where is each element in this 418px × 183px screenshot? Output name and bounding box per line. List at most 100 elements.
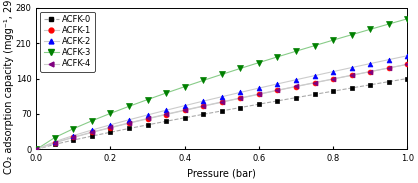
ACFK-1 xyxy=(108,127,113,129)
ACFK-1 xyxy=(145,118,150,120)
ACFK-3 xyxy=(182,86,187,88)
ACFK-2 xyxy=(182,104,187,107)
ACFK-4 xyxy=(405,63,410,66)
ACFK-3 xyxy=(145,98,150,101)
ACFK-2 xyxy=(275,83,280,85)
ACFK-0 xyxy=(368,84,373,86)
ACFK-2 xyxy=(34,148,39,150)
Line: ACFK-2: ACFK-2 xyxy=(34,53,410,152)
ACFK-2 xyxy=(238,91,243,94)
ACFK-0 xyxy=(386,81,391,83)
ACFK-2 xyxy=(312,74,317,77)
ACFK-2 xyxy=(71,135,76,137)
ACFK-0 xyxy=(89,135,94,137)
Line: ACFK-4: ACFK-4 xyxy=(34,62,410,152)
ACFK-4 xyxy=(89,131,94,133)
ACFK-3 xyxy=(331,39,336,41)
ACFK-3 xyxy=(349,34,354,36)
ACFK-0 xyxy=(312,93,317,96)
ACFK-3 xyxy=(405,18,410,20)
ACFK-0 xyxy=(219,110,224,112)
ACFK-3 xyxy=(163,92,168,94)
ACFK-1 xyxy=(127,122,132,124)
ACFK-2 xyxy=(368,63,373,65)
ACFK-0 xyxy=(293,97,298,99)
ACFK-2 xyxy=(386,59,391,61)
ACFK-2 xyxy=(163,109,168,111)
ACFK-1 xyxy=(71,136,76,139)
ACFK-4 xyxy=(331,78,336,80)
ACFK-4 xyxy=(256,93,261,95)
ACFK-3 xyxy=(201,79,206,82)
ACFK-1 xyxy=(256,93,261,95)
ACFK-2 xyxy=(331,70,336,73)
ACFK-4 xyxy=(386,67,391,69)
ACFK-3 xyxy=(108,112,113,115)
ACFK-4 xyxy=(368,70,373,73)
Line: ACFK-0: ACFK-0 xyxy=(34,76,410,152)
ACFK-2 xyxy=(256,87,261,89)
ACFK-3 xyxy=(256,61,261,64)
ACFK-4 xyxy=(34,148,39,150)
ACFK-0 xyxy=(52,143,57,145)
ACFK-4 xyxy=(108,126,113,128)
ACFK-1 xyxy=(368,71,373,73)
ACFK-2 xyxy=(145,114,150,116)
ACFK-3 xyxy=(127,105,132,107)
ACFK-4 xyxy=(219,101,224,103)
ACFK-2 xyxy=(52,141,57,143)
ACFK-4 xyxy=(349,74,354,76)
ACFK-1 xyxy=(89,131,94,134)
ACFK-4 xyxy=(127,122,132,124)
ACFK-3 xyxy=(238,67,243,70)
ACFK-0 xyxy=(349,87,354,89)
ACFK-0 xyxy=(182,117,187,119)
ACFK-1 xyxy=(182,109,187,111)
ACFK-0 xyxy=(145,124,150,126)
ACFK-2 xyxy=(405,55,410,57)
ACFK-0 xyxy=(71,139,76,141)
ACFK-4 xyxy=(275,89,280,91)
ACFK-4 xyxy=(163,113,168,115)
ACFK-3 xyxy=(312,44,317,47)
ACFK-3 xyxy=(219,73,224,76)
ACFK-0 xyxy=(275,100,280,102)
ACFK-2 xyxy=(293,79,298,81)
ACFK-3 xyxy=(71,128,76,130)
ACFK-2 xyxy=(127,119,132,121)
ACFK-1 xyxy=(405,63,410,66)
ACFK-1 xyxy=(238,97,243,99)
ACFK-2 xyxy=(219,96,224,98)
ACFK-1 xyxy=(293,85,298,88)
ACFK-2 xyxy=(201,100,206,102)
ACFK-1 xyxy=(331,78,336,80)
ACFK-0 xyxy=(331,90,336,92)
ACFK-1 xyxy=(386,67,391,69)
Legend: ACFK-0, ACFK-1, ACFK-2, ACFK-3, ACFK-4: ACFK-0, ACFK-1, ACFK-2, ACFK-3, ACFK-4 xyxy=(41,12,95,72)
ACFK-1 xyxy=(52,142,57,144)
ACFK-4 xyxy=(201,105,206,107)
X-axis label: Pressure (bar): Pressure (bar) xyxy=(187,169,256,179)
ACFK-2 xyxy=(108,124,113,126)
ACFK-1 xyxy=(34,148,39,150)
ACFK-0 xyxy=(405,77,410,80)
ACFK-0 xyxy=(34,148,39,150)
ACFK-1 xyxy=(349,74,354,76)
ACFK-3 xyxy=(34,148,39,150)
ACFK-1 xyxy=(312,82,317,84)
ACFK-0 xyxy=(256,103,261,105)
ACFK-4 xyxy=(293,85,298,87)
ACFK-3 xyxy=(293,50,298,52)
ACFK-3 xyxy=(52,137,57,139)
Line: ACFK-3: ACFK-3 xyxy=(33,16,410,153)
ACFK-0 xyxy=(127,127,132,130)
ACFK-2 xyxy=(349,66,354,69)
ACFK-0 xyxy=(108,131,113,133)
ACFK-1 xyxy=(201,105,206,107)
Y-axis label: CO₂ adsorption capacity (mgg⁻¹, 298K): CO₂ adsorption capacity (mgg⁻¹, 298K) xyxy=(4,0,14,174)
ACFK-1 xyxy=(275,89,280,92)
ACFK-4 xyxy=(145,117,150,119)
ACFK-1 xyxy=(163,113,168,116)
ACFK-3 xyxy=(275,56,280,58)
Line: ACFK-1: ACFK-1 xyxy=(34,62,410,152)
